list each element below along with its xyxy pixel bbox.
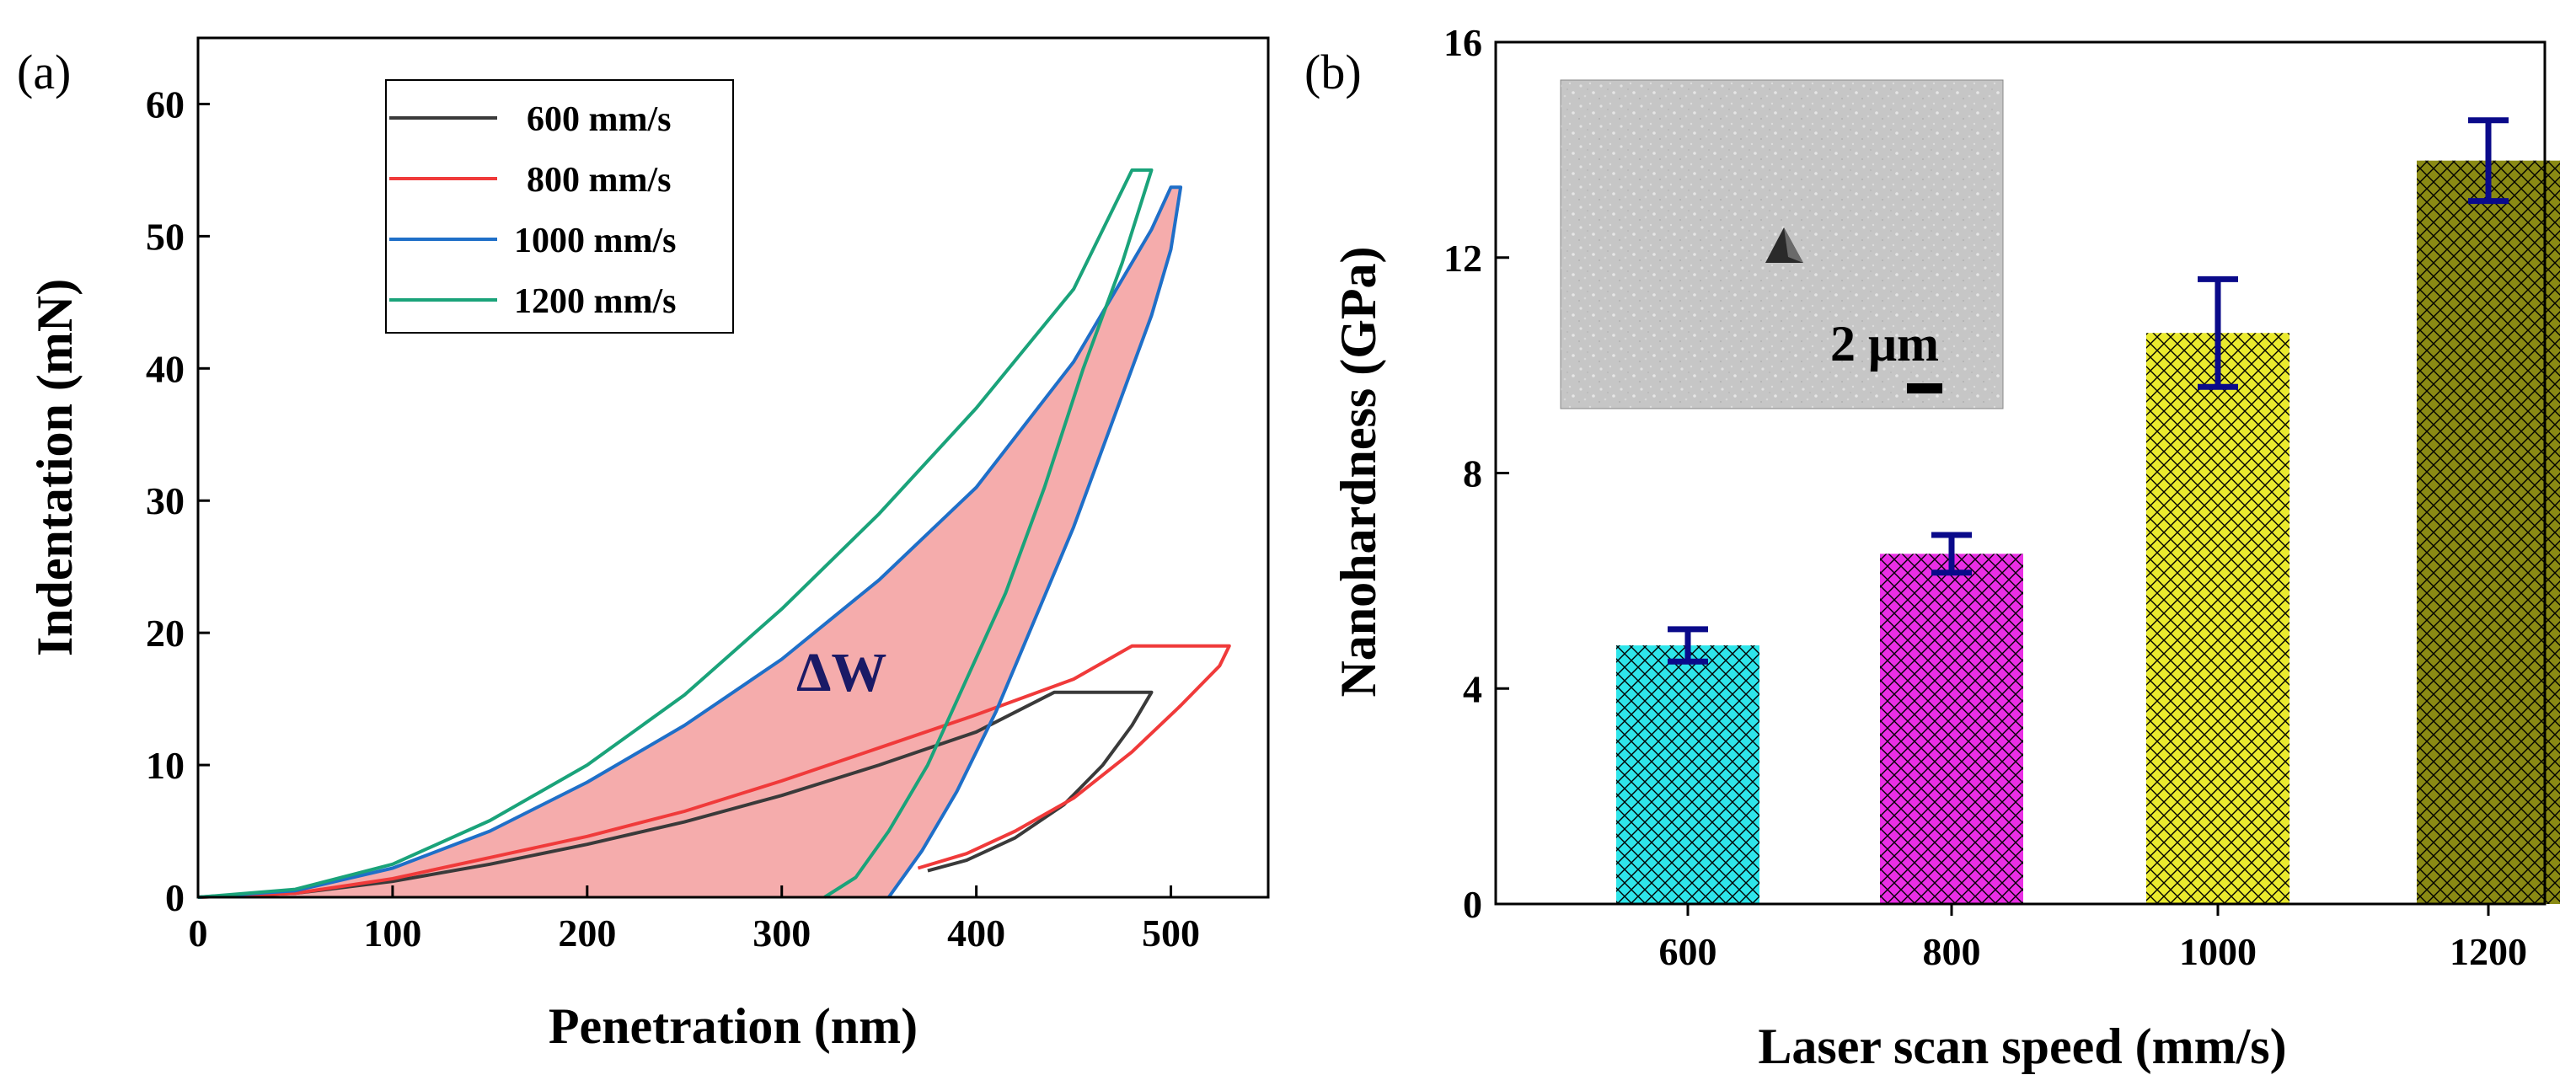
curve-1200 — [197, 168, 1154, 899]
panel-a-x-ticks: 0 100 200 300 400 500 — [189, 885, 1200, 955]
panel-a-load-displacement-plot: (a) 0 100 200 300 400 500 0 10 20 30 40 50 60 Penet… — [17, 36, 1270, 1054]
y-tick-label: 0 — [165, 876, 185, 919]
delta-w-annotation: ΔW — [796, 642, 886, 703]
curve-600 — [197, 690, 1154, 899]
panel-b-bar-chart: (b) 600 800 1000 1200 0 4 8 12 16 Laser scan sp… — [1304, 21, 2560, 1074]
legend-label: 600 mm/s — [527, 100, 672, 139]
x-tick-label: 0 — [189, 912, 208, 955]
y-tick-label: 50 — [146, 215, 185, 258]
sem-inset-image: 2 μm — [1560, 79, 2004, 409]
nanohardness-bars — [1616, 117, 2560, 905]
y-tick-label: 60 — [146, 83, 185, 126]
y-tick-label: 0 — [1463, 883, 1482, 926]
panel-a-y-axis-title: Indentation (mN) — [27, 279, 83, 656]
legend-label: 800 mm/s — [527, 161, 672, 200]
delta-w-shaded-region — [198, 187, 1181, 898]
x-tick-label: 500 — [1142, 912, 1200, 955]
legend-label: 1200 mm/s — [514, 282, 677, 321]
x-tick-label: 200 — [558, 912, 616, 955]
x-tick-label: 100 — [363, 912, 421, 955]
scale-bar — [1907, 383, 1942, 393]
panel-a-label: (a) — [17, 45, 71, 99]
curve-800 — [197, 644, 1231, 899]
y-tick-label: 30 — [146, 479, 185, 522]
y-tick-label: 10 — [146, 744, 185, 787]
legend-label: 1000 mm/s — [514, 222, 677, 260]
indent-mark-facet — [1784, 227, 1803, 263]
y-tick-label: 20 — [146, 612, 185, 655]
panel-a-y-ticks: 0 10 20 30 40 50 60 — [146, 83, 210, 919]
panel-b-label: (b) — [1304, 45, 1362, 99]
y-tick-label: 4 — [1463, 667, 1482, 710]
x-tick-label: 1000 — [2179, 930, 2257, 973]
panel-b-y-axis-title: Nanohardness (GPa) — [1331, 246, 1386, 697]
panel-b-y-ticks: 0 4 8 12 16 — [1443, 21, 1509, 926]
y-tick-label: 16 — [1443, 21, 1482, 64]
load-curves — [197, 168, 1231, 899]
y-tick-label: 40 — [146, 347, 185, 390]
legend-box — [385, 79, 734, 334]
x-tick-label: 400 — [947, 912, 1005, 955]
panel-b-x-axis-title: Laser scan speed (mm/s) — [1758, 1019, 2286, 1074]
y-tick-label: 12 — [1443, 237, 1482, 280]
panel-a-legend: 600 mm/s 800 mm/s 1000 mm/s 1200 mm/s — [385, 79, 734, 334]
curve-1000 — [197, 185, 1183, 899]
bar-hatch — [2146, 333, 2289, 904]
scale-bar-label: 2 μm — [1830, 316, 1939, 372]
panel-a-x-axis-title: Penetration (nm) — [549, 998, 918, 1054]
x-tick-label: 300 — [752, 912, 811, 955]
bar-hatch — [1616, 645, 1759, 904]
y-tick-label: 8 — [1463, 452, 1482, 495]
delta-w-area — [198, 187, 1181, 898]
x-tick-label: 800 — [1923, 930, 1981, 973]
panel-a-axes-frame — [196, 36, 1270, 899]
bar-hatch — [1880, 554, 2023, 904]
x-tick-label: 600 — [1659, 930, 1717, 973]
x-tick-label: 1200 — [2450, 930, 2527, 973]
panel-b-x-ticks: 600 800 1000 1200 — [1659, 904, 2527, 973]
bar-hatch — [2417, 160, 2560, 905]
